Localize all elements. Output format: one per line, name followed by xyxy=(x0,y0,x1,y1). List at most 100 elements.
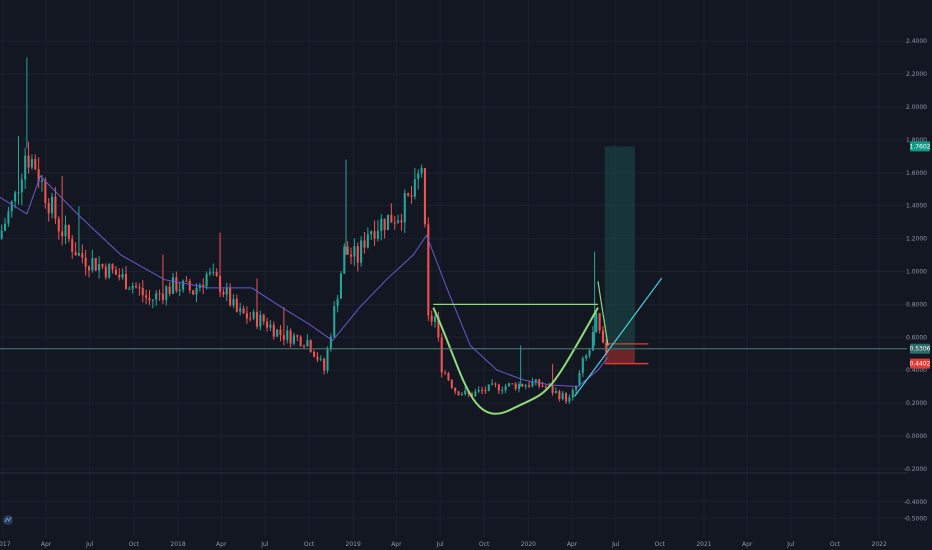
candle-body xyxy=(403,193,406,223)
handle-line xyxy=(597,281,609,346)
candle-body xyxy=(101,264,104,267)
candle-body xyxy=(484,390,487,392)
candle-body xyxy=(299,336,302,347)
candle-body xyxy=(175,277,178,291)
candle-body xyxy=(356,246,359,263)
candle-body xyxy=(534,379,537,382)
candle-body xyxy=(44,180,47,203)
candle-body xyxy=(259,314,262,327)
candle-body xyxy=(40,180,44,182)
candle-body xyxy=(333,306,336,337)
candle-body xyxy=(121,274,124,278)
time-axis[interactable]: 2017 Apr Jul Oct 2018 Apr Jul Oct 2019 Apr Jul Oct 2… xyxy=(0,541,887,548)
candle-body xyxy=(339,273,343,299)
y-tick-label: 0.8000 xyxy=(906,301,927,308)
candle-body xyxy=(410,195,413,197)
candle-body xyxy=(222,291,225,295)
candle-body xyxy=(350,254,353,257)
candle-body xyxy=(255,311,259,327)
candle-body xyxy=(309,340,312,352)
candle-body xyxy=(477,389,480,392)
y-tick-label: 0.6000 xyxy=(906,334,927,341)
candle-body xyxy=(380,218,383,231)
candle-body xyxy=(306,340,309,347)
candle-body xyxy=(521,384,524,387)
candle-body xyxy=(135,285,138,288)
candle-body xyxy=(188,280,191,291)
candle-body xyxy=(182,280,185,290)
current-price-badge: 0.5306 xyxy=(910,343,931,354)
candle-body xyxy=(84,257,87,267)
y-tick-label: 0.2000 xyxy=(906,400,927,407)
x-tick-label: Apr xyxy=(216,541,227,548)
y-tick-label: -0.5000 xyxy=(904,515,927,522)
candle-body xyxy=(507,383,510,387)
candle-body xyxy=(192,290,195,295)
x-tick-label: Apr xyxy=(391,541,402,548)
candle-body xyxy=(313,351,316,357)
price-axis[interactable]: 2.4000 2.2000 2.0000 1.8000 1.6000 1.4000 1.20… xyxy=(904,38,927,522)
candle-body xyxy=(272,324,275,337)
candle-body xyxy=(239,308,242,312)
candle-body xyxy=(64,224,67,237)
candle-body xyxy=(7,211,10,224)
candle-body xyxy=(286,330,289,340)
candle-body xyxy=(497,384,500,391)
y-tick-label: -0.2000 xyxy=(904,466,927,473)
candle-body xyxy=(386,214,390,230)
candle-body xyxy=(158,293,161,295)
candle-body xyxy=(208,272,211,274)
candle-body xyxy=(494,383,497,385)
candle-body xyxy=(37,169,40,182)
x-tick-label: Apr xyxy=(41,541,52,548)
candle-body xyxy=(326,348,329,371)
candle-body xyxy=(433,316,437,322)
candle-body xyxy=(249,318,252,320)
target-price-badge: 1.7602 xyxy=(910,141,931,152)
candle-body xyxy=(585,355,588,359)
candle-body xyxy=(427,224,430,316)
candle-body xyxy=(205,273,208,287)
candle-body xyxy=(24,155,27,180)
moving-average-line xyxy=(0,175,609,388)
stop-price-label: 0.4402 xyxy=(910,361,931,368)
candle-body xyxy=(269,324,272,328)
candle-body xyxy=(98,264,101,271)
y-tick-label: 0.4000 xyxy=(906,367,927,374)
candle-body xyxy=(279,329,282,336)
candle-body xyxy=(376,230,379,239)
candle-body xyxy=(34,159,37,170)
candle-body xyxy=(407,193,410,196)
price-badges: 1.7602 0.5306 0.4402 xyxy=(910,141,931,369)
candle-body xyxy=(30,159,33,168)
target-price-label: 1.7602 xyxy=(910,143,931,150)
candle-body xyxy=(481,389,484,391)
tradingview-logo-icon[interactable] xyxy=(3,515,13,525)
candle-body xyxy=(531,381,534,387)
x-tick-label: 2019 xyxy=(346,541,361,548)
candle-body xyxy=(454,387,457,392)
candle-body xyxy=(111,264,114,270)
y-tick-label: 2.0000 xyxy=(906,104,927,111)
candle-body xyxy=(564,393,568,402)
candle-body xyxy=(323,358,326,371)
candle-body xyxy=(61,231,64,237)
x-tick-label: Jul xyxy=(611,541,620,548)
y-tick-label: 1.6000 xyxy=(906,170,927,177)
candle-body xyxy=(511,383,514,385)
candle-body xyxy=(229,287,232,306)
candle-body xyxy=(51,196,54,214)
candle-body xyxy=(591,332,594,351)
candle-body xyxy=(568,397,571,402)
candle-body xyxy=(215,271,218,277)
candle-body xyxy=(430,315,433,322)
candle-body xyxy=(289,330,292,344)
candle-body xyxy=(20,179,23,193)
uptrend-line xyxy=(573,277,663,397)
position-zones xyxy=(604,146,649,365)
candle-body xyxy=(242,308,245,314)
candle-body xyxy=(202,284,205,287)
candle-body xyxy=(225,287,228,295)
x-tick-label: Oct xyxy=(304,541,315,548)
